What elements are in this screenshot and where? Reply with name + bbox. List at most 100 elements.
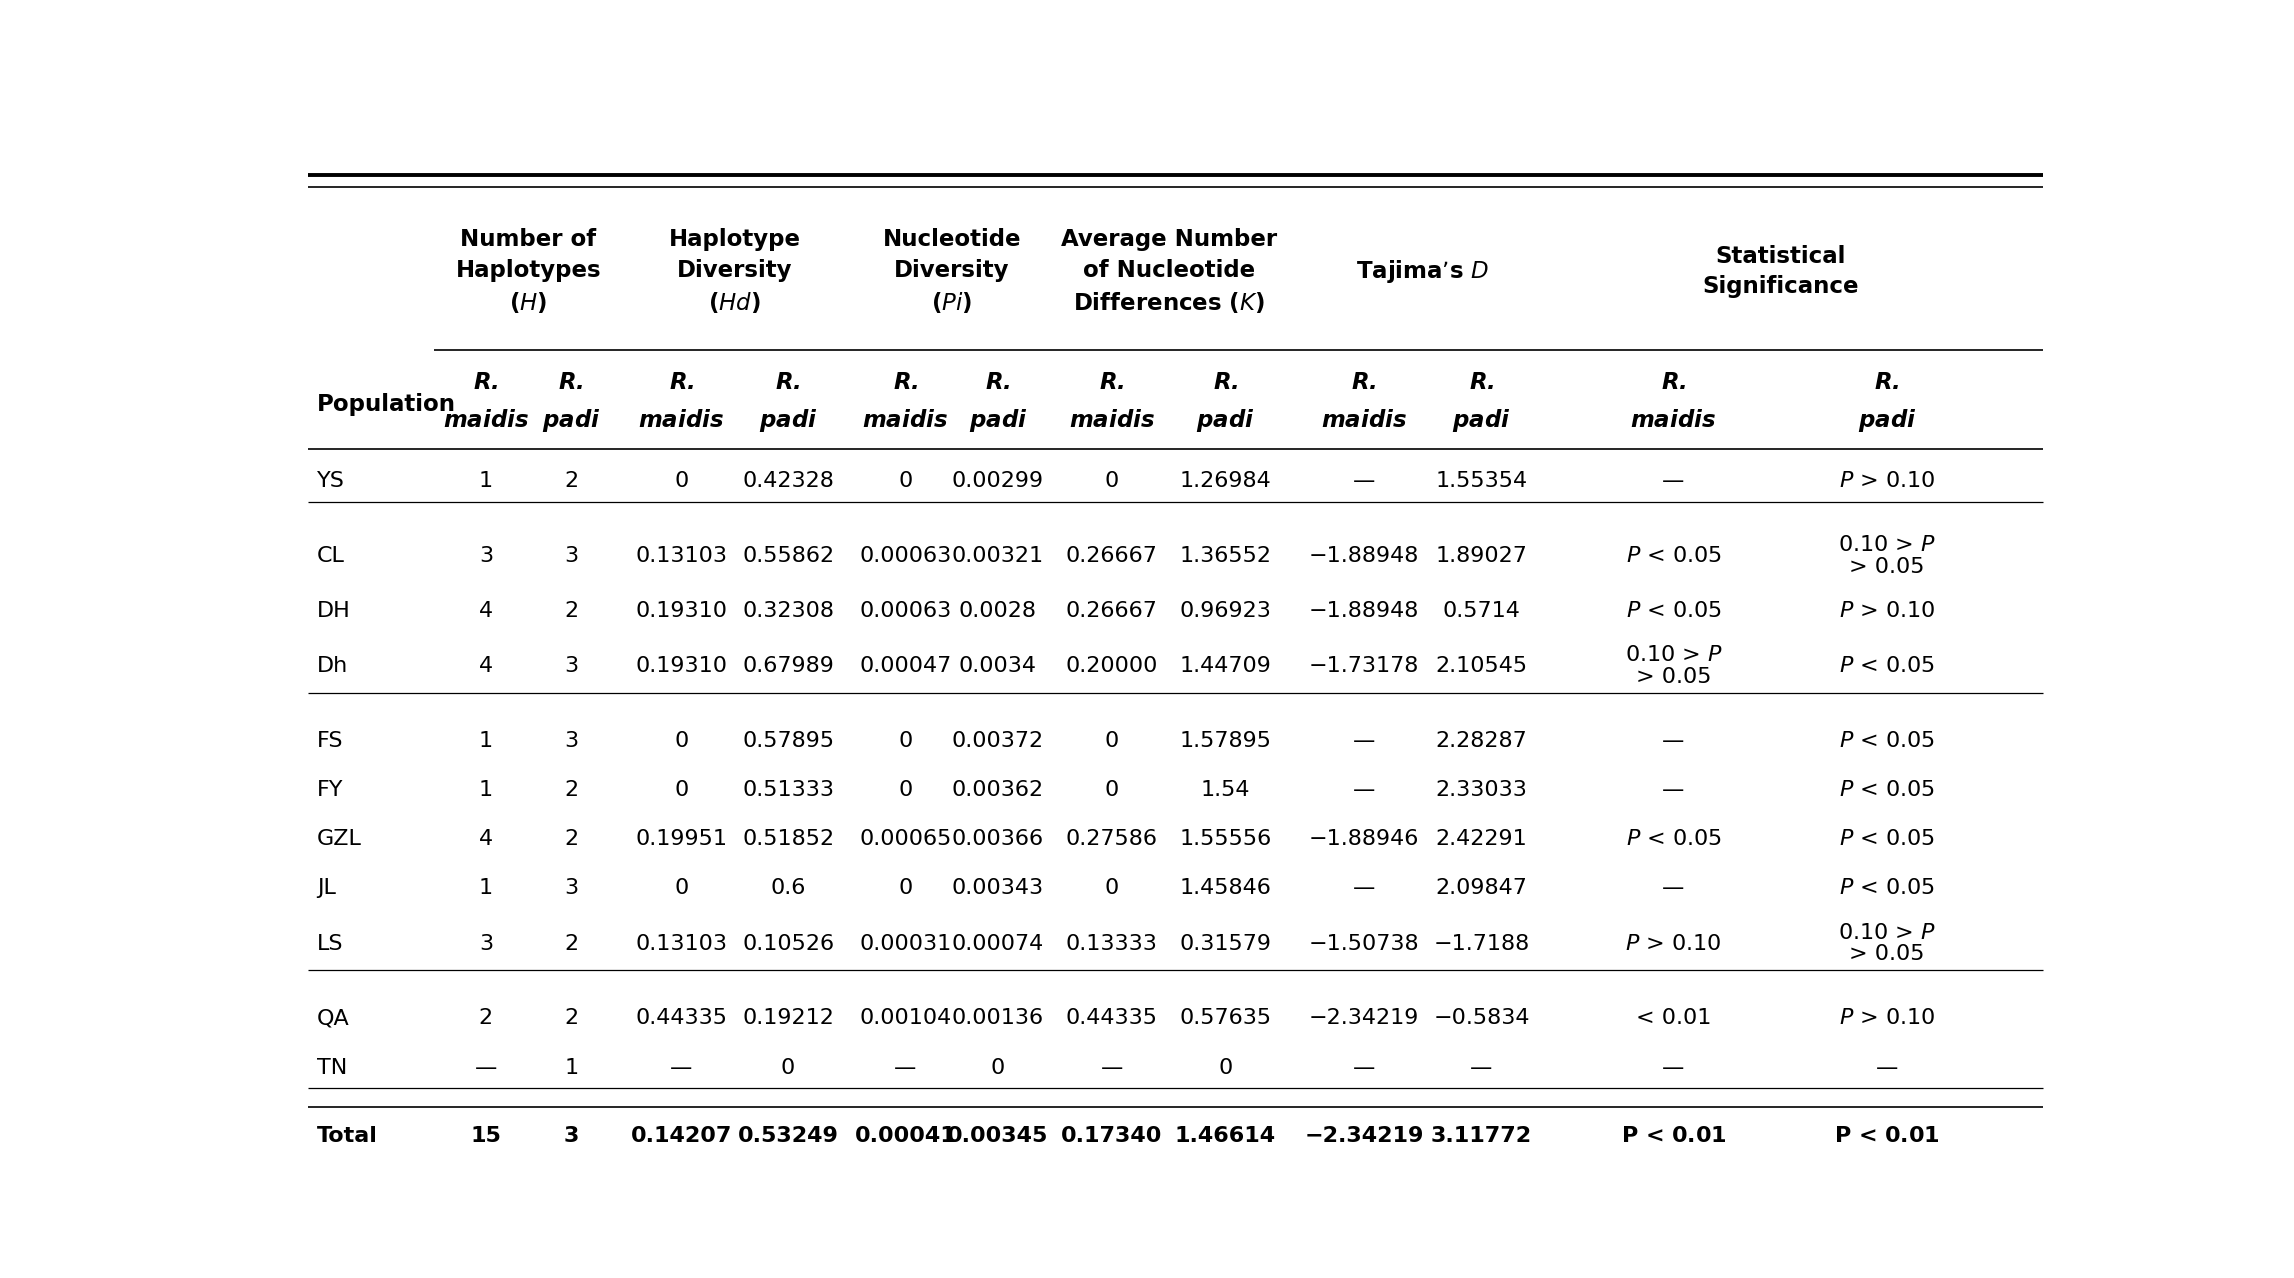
Text: Number of
Haplotypes
($\it{H}$): Number of Haplotypes ($\it{H}$): [457, 229, 601, 314]
Text: $\bfit{R.}$: $\bfit{R.}$: [1661, 371, 1686, 394]
Text: 1.54: 1.54: [1200, 780, 1250, 800]
Text: 2: 2: [564, 829, 578, 850]
Text: TN: TN: [317, 1058, 346, 1077]
Text: 0.32308: 0.32308: [741, 601, 835, 621]
Text: 1.45846: 1.45846: [1179, 878, 1271, 898]
Text: Average Number
of Nucleotide
Differences ($\it{K}$): Average Number of Nucleotide Differences…: [1060, 229, 1278, 314]
Text: < 0.01: < 0.01: [1636, 1008, 1711, 1029]
Text: 0.00362: 0.00362: [952, 780, 1044, 800]
Text: —: —: [475, 1058, 498, 1077]
Text: —: —: [1353, 731, 1376, 751]
Text: −1.73178: −1.73178: [1310, 656, 1420, 676]
Text: 0.13333: 0.13333: [1067, 933, 1158, 953]
Text: −2.34219: −2.34219: [1310, 1008, 1420, 1029]
Text: 0.19310: 0.19310: [635, 656, 727, 676]
Text: GZL: GZL: [317, 829, 362, 850]
Text: −1.50738: −1.50738: [1310, 933, 1420, 953]
Text: 1.55354: 1.55354: [1436, 472, 1528, 491]
Text: 0.6: 0.6: [771, 878, 805, 898]
Text: 0.27586: 0.27586: [1067, 829, 1158, 850]
Text: Population: Population: [317, 392, 457, 415]
Text: 3: 3: [479, 546, 493, 566]
Text: $\mathbf{P}$ < 0.01: $\mathbf{P}$ < 0.01: [1620, 1126, 1727, 1146]
Text: 2: 2: [564, 933, 578, 953]
Text: > 0.05: > 0.05: [1849, 557, 1925, 576]
Text: —: —: [1470, 1058, 1493, 1077]
Text: 3: 3: [564, 546, 578, 566]
Text: $\bfit{R.}$: $\bfit{R.}$: [473, 371, 498, 394]
Text: Statistical
Significance: Statistical Significance: [1702, 245, 1858, 298]
Text: 2.42291: 2.42291: [1436, 829, 1528, 850]
Text: −0.5834: −0.5834: [1434, 1008, 1530, 1029]
Text: 0.00063: 0.00063: [860, 546, 952, 566]
Text: 0.00104: 0.00104: [860, 1008, 952, 1029]
Text: 0.00047: 0.00047: [860, 656, 952, 676]
Text: LS: LS: [317, 933, 344, 953]
Text: 0.00031: 0.00031: [860, 933, 952, 953]
Text: —: —: [1663, 1058, 1684, 1077]
Text: 0: 0: [1103, 731, 1119, 751]
Text: —: —: [895, 1058, 918, 1077]
Text: $\bfit{R.}$: $\bfit{R.}$: [1468, 371, 1493, 394]
Text: 0.14207: 0.14207: [631, 1126, 732, 1146]
Text: 2.28287: 2.28287: [1436, 731, 1528, 751]
Text: 0: 0: [674, 878, 688, 898]
Text: $P$ > 0.10: $P$ > 0.10: [1626, 933, 1720, 953]
Text: 0.00074: 0.00074: [952, 933, 1044, 953]
Text: 1.44709: 1.44709: [1179, 656, 1271, 676]
Text: $\bfit{padi}$: $\bfit{padi}$: [541, 406, 601, 433]
Text: 0.00321: 0.00321: [952, 546, 1044, 566]
Text: $P$ < 0.05: $P$ < 0.05: [1626, 601, 1720, 621]
Text: —: —: [1663, 878, 1684, 898]
Text: —: —: [1663, 472, 1684, 491]
Text: $P$ > 0.10: $P$ > 0.10: [1840, 1008, 1934, 1029]
Text: −2.34219: −2.34219: [1305, 1126, 1425, 1146]
Text: Haplotype
Diversity
($\it{Hd}$): Haplotype Diversity ($\it{Hd}$): [670, 229, 801, 314]
Text: 0.53249: 0.53249: [739, 1126, 840, 1146]
Text: 0.5714: 0.5714: [1443, 601, 1521, 621]
Text: 0.00065: 0.00065: [860, 829, 952, 850]
Text: $P$ < 0.05: $P$ < 0.05: [1626, 829, 1720, 850]
Text: 2: 2: [479, 1008, 493, 1029]
Text: −1.88946: −1.88946: [1310, 829, 1420, 850]
Text: 1.55556: 1.55556: [1179, 829, 1271, 850]
Text: 3: 3: [564, 656, 578, 676]
Text: 2: 2: [564, 1008, 578, 1029]
Text: $P$ < 0.05: $P$ < 0.05: [1840, 780, 1934, 800]
Text: $\bfit{R.}$: $\bfit{R.}$: [1099, 371, 1124, 394]
Text: 4: 4: [479, 601, 493, 621]
Text: 0.13103: 0.13103: [635, 546, 727, 566]
Text: 1: 1: [479, 472, 493, 491]
Text: —: —: [1353, 472, 1376, 491]
Text: 0.00366: 0.00366: [952, 829, 1044, 850]
Text: 3: 3: [479, 933, 493, 953]
Text: 0.57635: 0.57635: [1179, 1008, 1271, 1029]
Text: $\bfit{padi}$: $\bfit{padi}$: [759, 406, 817, 433]
Text: 1.46614: 1.46614: [1175, 1126, 1275, 1146]
Text: CL: CL: [317, 546, 344, 566]
Text: —: —: [1663, 731, 1684, 751]
Text: 0.57895: 0.57895: [741, 731, 835, 751]
Text: 0.00299: 0.00299: [952, 472, 1044, 491]
Text: 0: 0: [674, 731, 688, 751]
Text: —: —: [1353, 878, 1376, 898]
Text: $\bfit{padi}$: $\bfit{padi}$: [1858, 406, 1915, 433]
Text: $\bfit{padi}$: $\bfit{padi}$: [968, 406, 1028, 433]
Text: $\bfit{maidis}$: $\bfit{maidis}$: [863, 409, 947, 432]
Text: YS: YS: [317, 472, 344, 491]
Text: —: —: [670, 1058, 693, 1077]
Text: —: —: [1876, 1058, 1897, 1077]
Text: $\bfit{maidis}$: $\bfit{maidis}$: [443, 409, 530, 432]
Text: 0.00136: 0.00136: [952, 1008, 1044, 1029]
Text: 1.57895: 1.57895: [1179, 731, 1271, 751]
Text: 0: 0: [1103, 878, 1119, 898]
Text: 0: 0: [899, 472, 913, 491]
Text: 0.0034: 0.0034: [959, 656, 1037, 676]
Text: Tajima’s $\it{D}$: Tajima’s $\it{D}$: [1356, 258, 1489, 285]
Text: 3: 3: [564, 1126, 578, 1146]
Text: —: —: [1101, 1058, 1122, 1077]
Text: 0.20000: 0.20000: [1064, 656, 1158, 676]
Text: 0: 0: [899, 731, 913, 751]
Text: −1.88948: −1.88948: [1310, 601, 1420, 621]
Text: 1: 1: [564, 1058, 578, 1077]
